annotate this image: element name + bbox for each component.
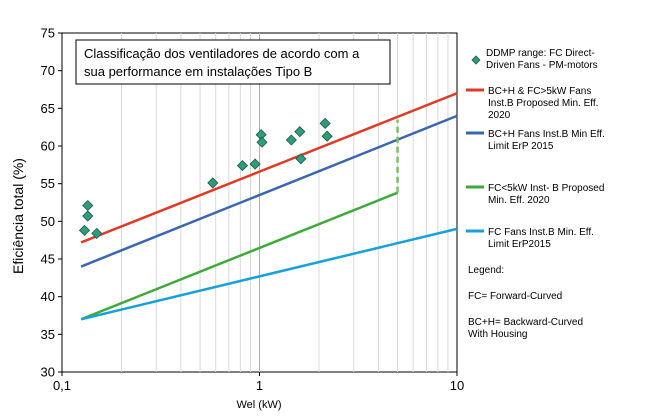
x-axis-label: Wel (kW) [236, 399, 281, 411]
y-tick-label: 45 [41, 252, 55, 267]
ddmp-point [256, 136, 268, 148]
ddmp-point [249, 158, 261, 170]
legend-label-red: 2020 [488, 110, 511, 121]
y-tick-label: 65 [41, 101, 55, 116]
legend-label-lightblue: FC Fans Inst.B Min. Eff. [488, 227, 594, 238]
scatter-points [78, 117, 333, 239]
ddmp-point [78, 224, 91, 236]
y-axis-label: Eficiência total (%) [10, 158, 26, 274]
y-tick-label: 70 [41, 63, 55, 78]
legend-label-green: FC<5kW Inst- B Proposed [488, 183, 604, 194]
series-line-red [80, 92, 458, 244]
legend-swatch-ddmp [471, 55, 481, 65]
y-tick-label: 55 [41, 176, 55, 191]
legend-label-ddmp: Driven Fans - PM-motors [486, 60, 598, 71]
ddmp-point [319, 117, 331, 129]
title-box-frame [75, 39, 391, 85]
series-lines [80, 92, 458, 321]
ddmp-point [236, 160, 249, 172]
x-tick-label: 0,1 [53, 378, 71, 393]
legend-note: With Housing [468, 329, 527, 340]
legend-label-darkblue: Limit ErP 2015 [488, 141, 554, 152]
legend-note: FC= Forward-Curved [468, 291, 562, 302]
legend-label-red: Inst.B Proposed Min. Eff. [488, 98, 598, 109]
series-line-lightblue [80, 227, 458, 321]
ddmp-point [91, 227, 103, 239]
ddmp-point [295, 153, 307, 165]
grid-lines [120, 33, 449, 372]
legend-label-ddmp: DDMP range: FC Direct- [486, 48, 595, 59]
legend-note: BC+H= Backward-Curved [468, 317, 583, 328]
ddmp-point [285, 134, 297, 146]
ddmp-point [82, 210, 94, 222]
series-line-green [80, 191, 399, 321]
ddmp-point [321, 130, 333, 142]
legend-label-green: Min. Eff. 2020 [488, 195, 550, 206]
x-tick-label: 1 [256, 378, 263, 393]
y-tick-label: 60 [41, 139, 55, 154]
axis-ticks: 30 35 40 45 50 55 60 65 70 75 0,1 1 10 [41, 26, 465, 394]
legend-label-darkblue: BC+H Fans Inst.B Min Eff. [488, 129, 605, 140]
title-line-1: Classificação dos ventiladores de acordo… [84, 46, 360, 61]
legend-note: Legend: [468, 265, 504, 276]
y-tick-label: 75 [41, 26, 55, 41]
y-tick-label: 35 [41, 327, 55, 342]
x-tick-label: 10 [450, 378, 464, 393]
title-box: Classificação dos ventiladores de acordo… [75, 39, 391, 85]
legend-label-lightblue: Limit ErP2015 [488, 239, 551, 250]
title-line-2: sua performance em instalações Tipo B [84, 64, 312, 79]
legend-label-red: BC+H & FC>5kW Fans [488, 86, 591, 97]
series-line-darkblue [80, 114, 458, 268]
y-tick-label: 40 [41, 289, 55, 304]
legend: DDMP range: FC Direct-Driven Fans - PM-m… [466, 48, 605, 340]
y-tick-label: 50 [41, 214, 55, 229]
y-tick-label: 30 [41, 365, 55, 380]
ddmp-point [207, 177, 219, 189]
ddmp-point [294, 126, 306, 138]
